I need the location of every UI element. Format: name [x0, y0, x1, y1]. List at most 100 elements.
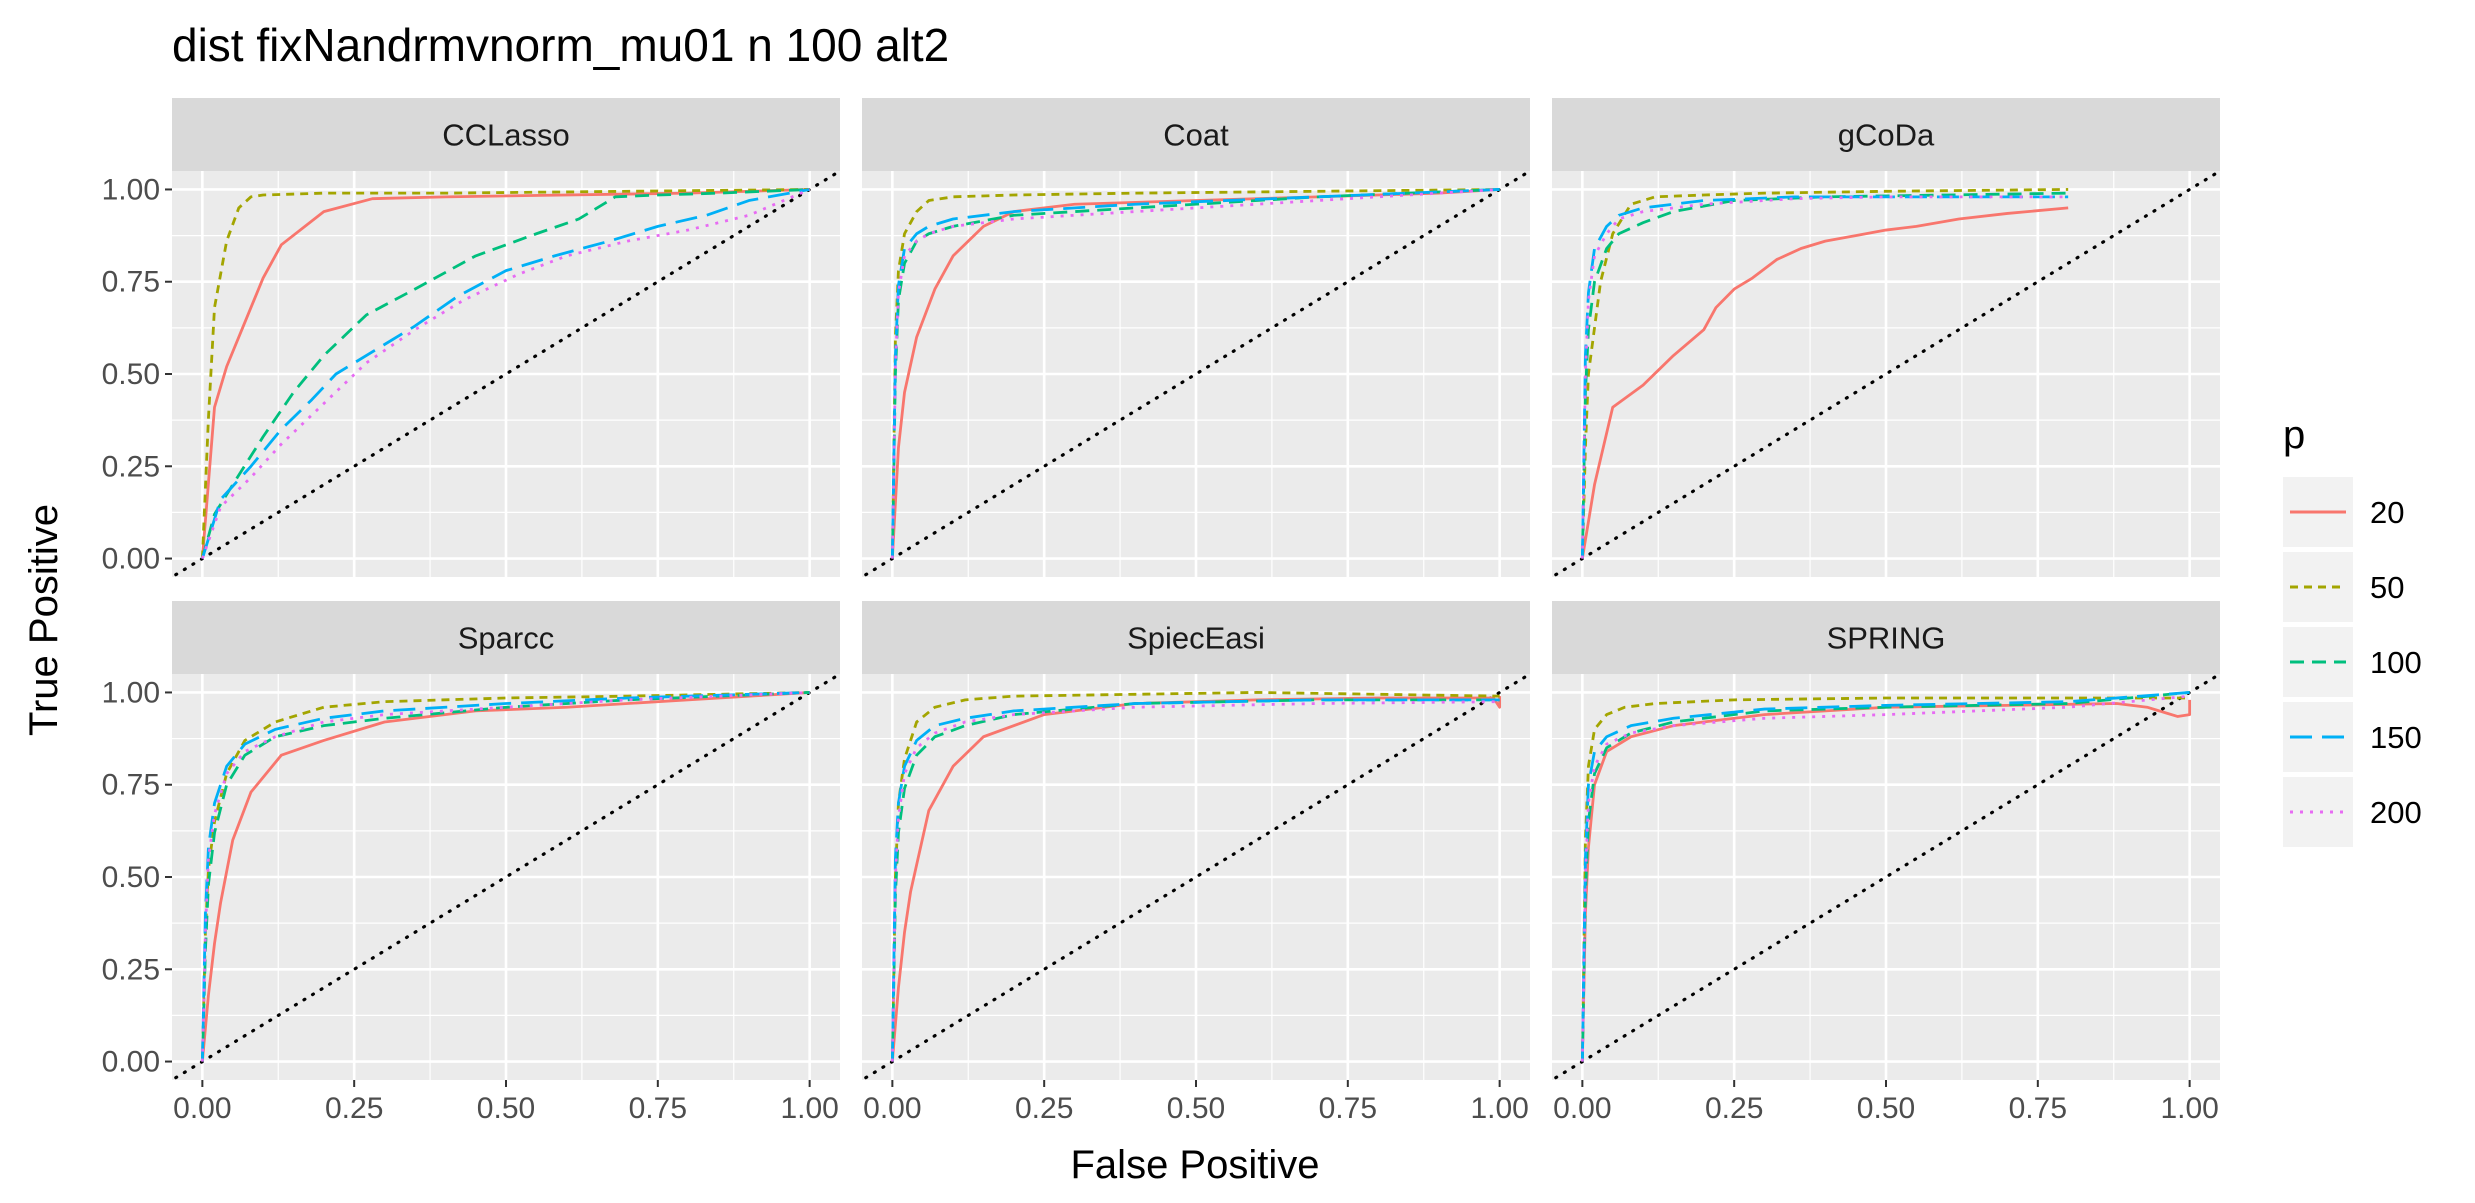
chart-title: dist fixNandrmvnorm_mu01 n 100 alt2	[172, 19, 949, 71]
legend-label-150: 150	[2370, 720, 2422, 755]
series-group-gcoda	[1580, 188, 2069, 559]
x-tick-label: 0.75	[2009, 1092, 2067, 1125]
strip-gcoda	[1552, 98, 2220, 171]
reference-diagonal	[172, 171, 840, 577]
legend-item-200: 200	[2283, 777, 2422, 847]
x-tick-label: 0.25	[1705, 1092, 1763, 1125]
x-tick-label: 1.00	[2160, 1092, 2218, 1125]
x-tick-label: 0.00	[173, 1092, 231, 1125]
y-tick-label: 1.00	[102, 173, 160, 206]
x-tick-label: 0.25	[1015, 1092, 1073, 1125]
strip-label-coat: Coat	[1163, 118, 1229, 153]
reference-diagonal	[862, 171, 1530, 577]
strip-label-spieceasi: SpiecEasi	[1127, 621, 1265, 656]
x-tick-label: 1.00	[780, 1092, 838, 1125]
reference-diagonal-group	[1552, 171, 2220, 577]
reference-diagonal-group	[172, 674, 840, 1080]
series-line-gcoda-p50	[1580, 188, 2069, 559]
y-tick-label: 1.00	[102, 676, 160, 709]
strip-coat	[862, 98, 1530, 171]
x-tick-label: 0.50	[1167, 1092, 1225, 1125]
y-tick-label: 0.25	[102, 450, 160, 483]
reference-diagonal	[862, 674, 1530, 1080]
strip-cclasso	[172, 98, 840, 171]
panel-coat: Coat	[862, 98, 1530, 577]
series-line-sparcc-p150	[200, 691, 810, 1062]
x-tick-label: 0.00	[1553, 1092, 1611, 1125]
strip-label-spring: SPRING	[1827, 621, 1946, 656]
strip-sparcc	[172, 601, 840, 674]
series-line-gcoda-p20	[1580, 206, 2069, 559]
series-line-cclasso-p20	[200, 188, 810, 559]
series-group-coat	[890, 188, 1500, 559]
x-tick-label: 0.75	[629, 1092, 687, 1125]
legend-label-200: 200	[2370, 795, 2422, 830]
panel-spieceasi: SpiecEasi 0.00 0.25 0.50 0.75 1.00	[862, 601, 1530, 1125]
legend-label-20: 20	[2370, 495, 2404, 530]
reference-diagonal	[1552, 171, 2220, 577]
legend-item-100: 100	[2283, 627, 2422, 697]
strip-spieceasi	[862, 601, 1530, 674]
series-line-sparcc-p50	[200, 691, 810, 1062]
reference-diagonal	[172, 674, 840, 1080]
legend-item-150: 150	[2283, 702, 2422, 772]
series-line-sparcc-p20	[200, 691, 810, 1062]
legend-label-100: 100	[2370, 645, 2422, 680]
y-tick-label: 0.50	[102, 358, 160, 391]
reference-diagonal-group	[862, 674, 1530, 1080]
series-line-cclasso-p50	[200, 188, 810, 559]
series-group-cclasso	[200, 188, 811, 560]
x-tick-label: 0.00	[863, 1092, 921, 1125]
y-tick-label: 0.75	[102, 769, 160, 802]
series-line-sparcc-p200	[200, 691, 810, 1062]
y-tick-label: 0.25	[102, 953, 160, 986]
x-tick-label: 1.00	[1470, 1092, 1528, 1125]
y-tick-label: 0.75	[102, 266, 160, 299]
strip-spring	[1552, 601, 2220, 674]
reference-diagonal-group	[862, 171, 1530, 577]
x-tick-label: 0.50	[1857, 1092, 1915, 1125]
series-line-coat-p50	[890, 188, 1500, 559]
series-line-cclasso-p150	[201, 188, 810, 559]
series-group-spieceasi	[890, 691, 1502, 1062]
reference-diagonal	[1552, 674, 2220, 1080]
series-line-spring-p20	[1580, 699, 2192, 1062]
facet-panels: CCLasso 0.00 0.25 0.50 0.75 1.00 Coat gCoDa Spar…	[102, 98, 2220, 1125]
panel-spring: SPRING 0.00 0.25 0.50 0.75 1.00	[1552, 601, 2220, 1125]
series-line-spieceasi-p50	[890, 691, 1500, 1062]
legend-item-20: 20	[2283, 477, 2404, 547]
series-line-coat-p200	[890, 188, 1500, 559]
x-tick-label: 0.75	[1319, 1092, 1377, 1125]
x-tick-label: 0.50	[477, 1092, 535, 1125]
x-tick-label: 0.25	[325, 1092, 383, 1125]
legend-item-50: 50	[2283, 552, 2404, 622]
series-line-gcoda-p150	[1580, 195, 2069, 559]
strip-label-sparcc: Sparcc	[458, 621, 554, 656]
series-line-spieceasi-p150	[890, 698, 1500, 1062]
strip-label-gcoda: gCoDa	[1838, 118, 1935, 153]
y-tick-label: 0.00	[102, 543, 160, 576]
x-axis-title: False Positive	[1071, 1143, 1320, 1187]
legend-title: p	[2283, 413, 2305, 457]
series-line-cclasso-p200	[201, 188, 811, 560]
series-line-cclasso-p100	[201, 188, 810, 559]
legend-label-50: 50	[2370, 570, 2404, 605]
reference-diagonal-group	[1552, 674, 2220, 1080]
series-group-sparcc	[200, 691, 810, 1062]
legend: p 20 50 100 150 200	[2283, 413, 2422, 847]
series-line-spieceasi-p20	[890, 696, 1502, 1062]
series-line-coat-p150	[890, 188, 1500, 559]
series-line-spring-p100	[1580, 691, 2190, 1062]
y-tick-label: 0.00	[102, 1046, 160, 1079]
panel-cclasso: CCLasso 0.00 0.25 0.50 0.75 1.00	[102, 98, 840, 577]
strip-label-cclasso: CCLasso	[442, 118, 570, 153]
panel-sparcc: Sparcc 0.00 0.00 0.25 0.25 0.50 0.50 0.75 0.75 1.…	[102, 601, 840, 1125]
reference-diagonal-group	[172, 171, 840, 577]
series-line-sparcc-p100	[200, 691, 810, 1062]
series-line-spieceasi-p200	[890, 700, 1500, 1062]
series-group-spring	[1580, 691, 2192, 1062]
y-axis-title: True Positive	[22, 504, 66, 736]
series-line-spring-p150	[1580, 691, 2190, 1062]
y-tick-label: 0.50	[102, 861, 160, 894]
